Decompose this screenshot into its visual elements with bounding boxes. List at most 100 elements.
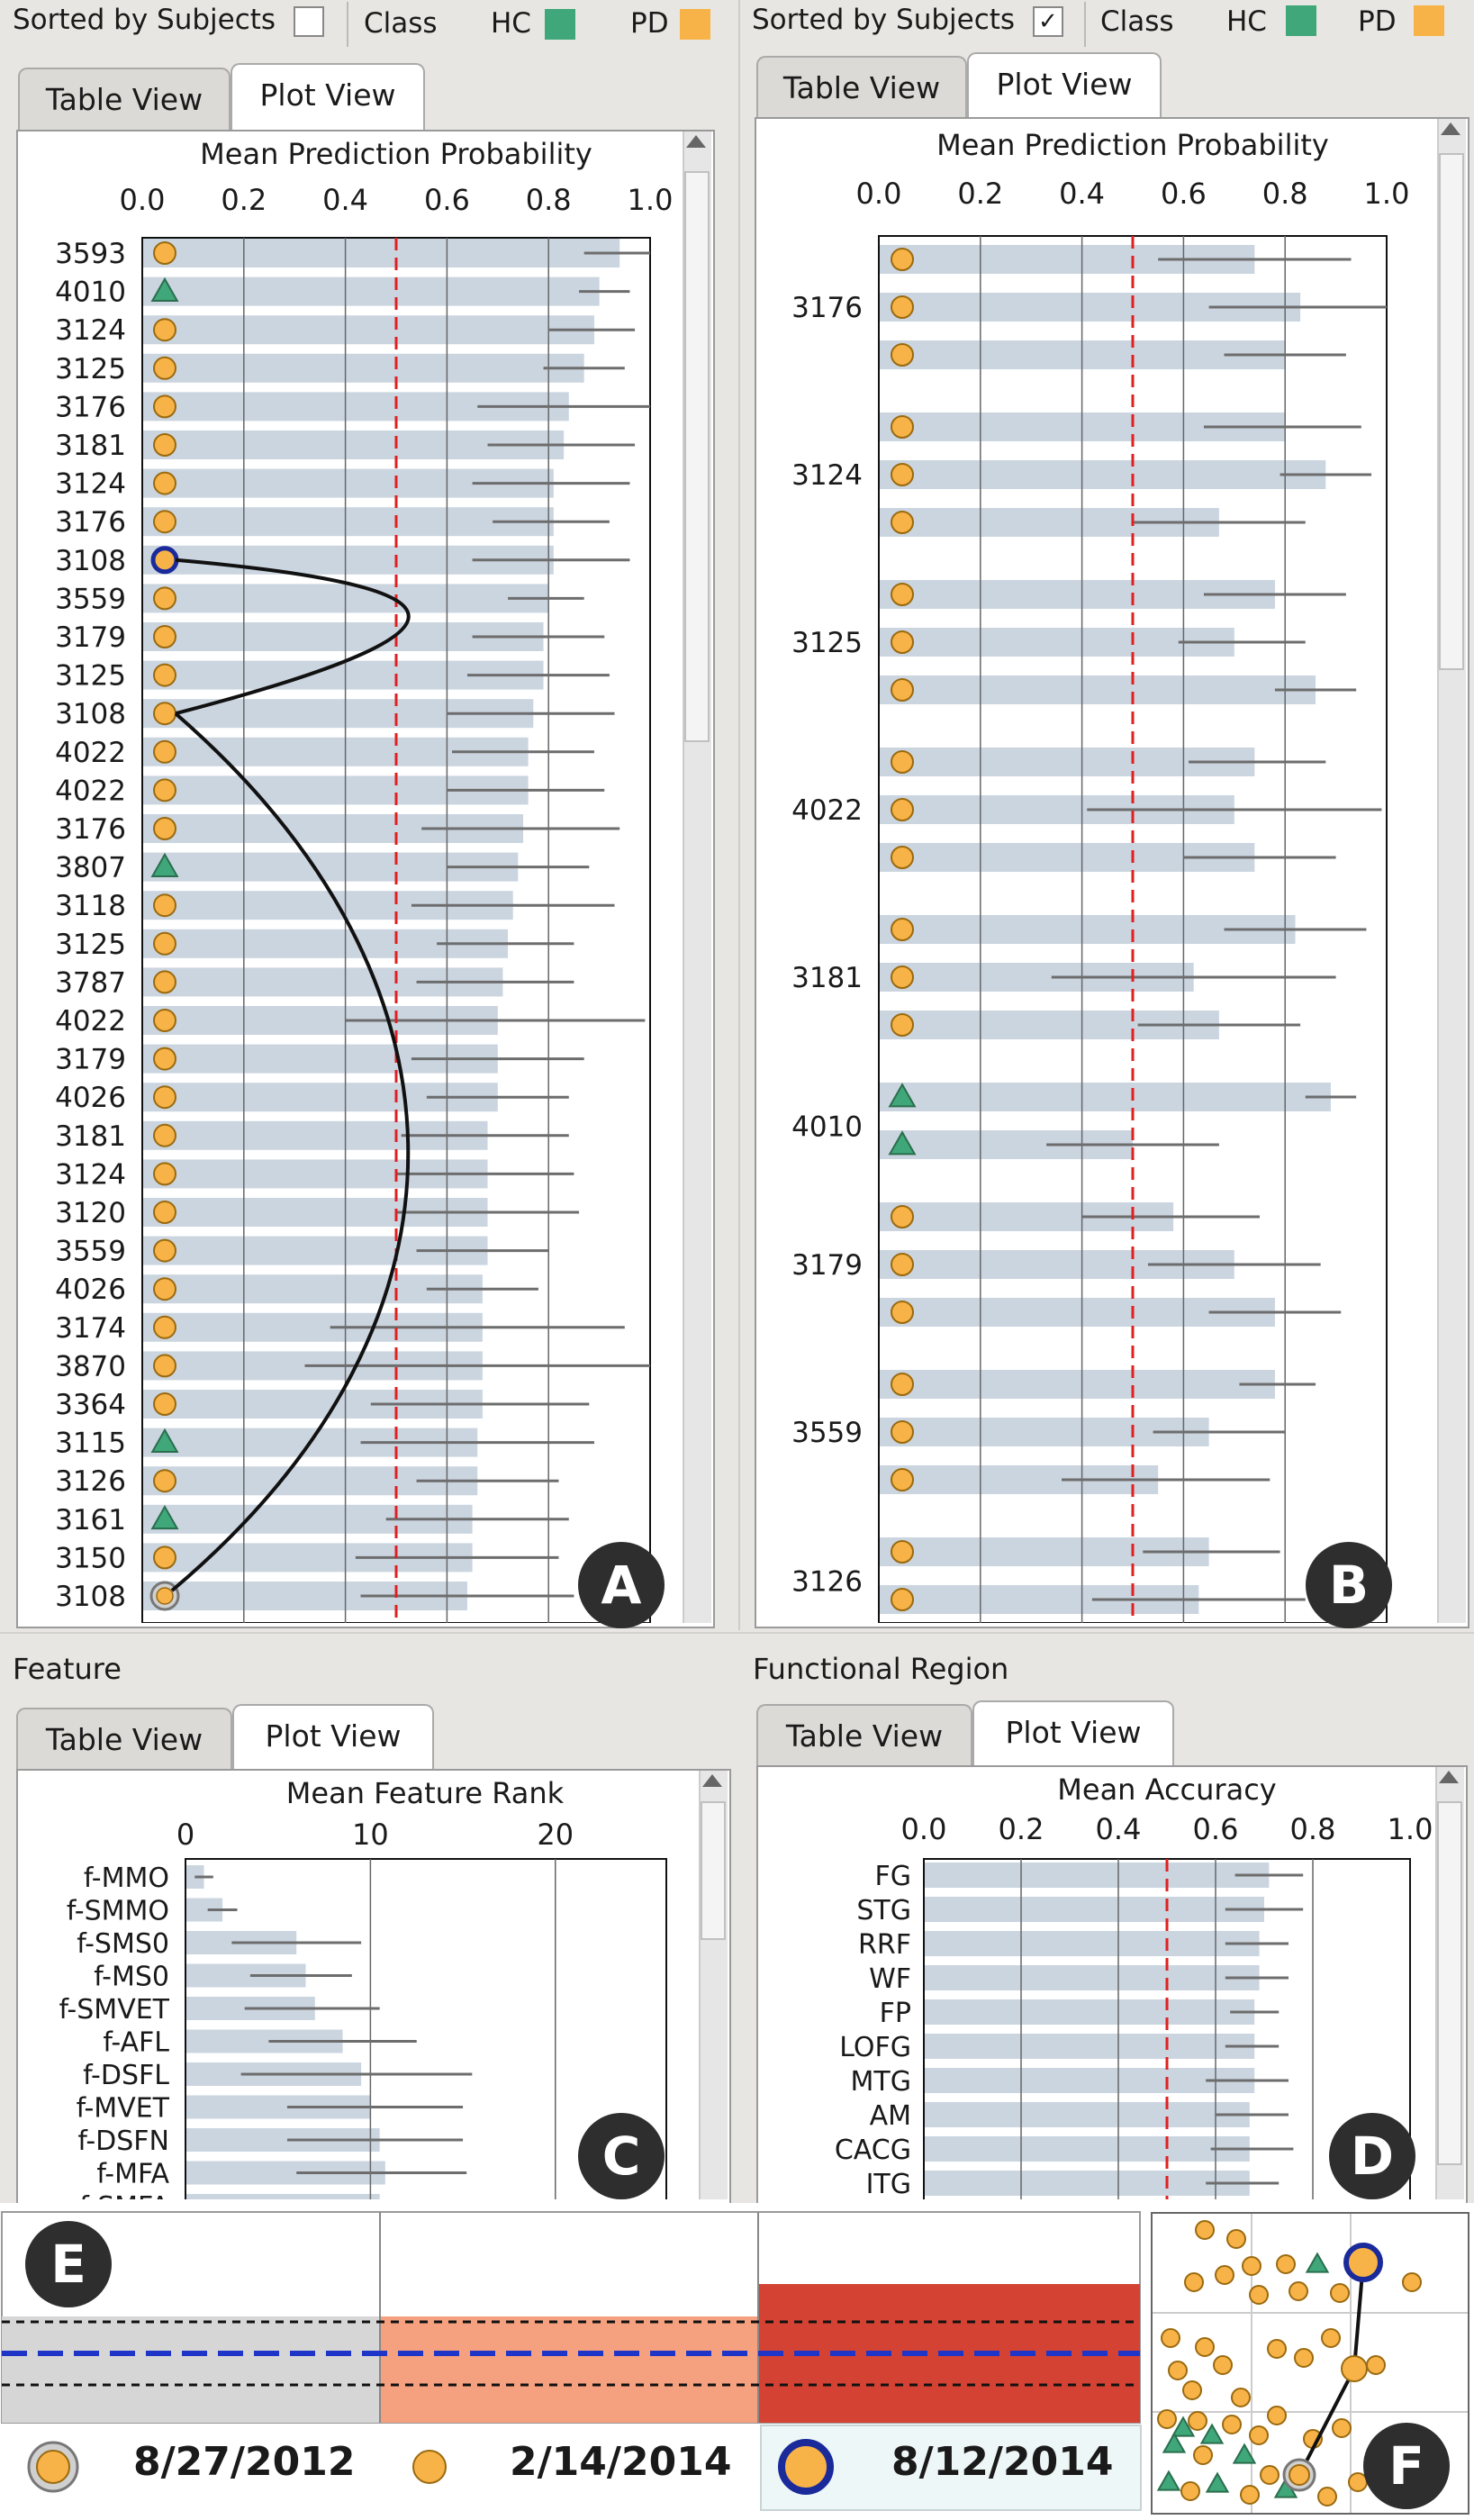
x-tick-label: 0.0 [120, 183, 166, 217]
feature-title: Feature [13, 1652, 122, 1686]
scroll-up-icon[interactable] [1439, 1771, 1459, 1783]
pd-marker [891, 1013, 914, 1037]
bar [924, 1965, 1260, 1990]
pd-marker [891, 1468, 914, 1491]
pd-marker [891, 343, 914, 367]
pd-marker [1267, 2339, 1287, 2359]
scrollbar-thumb[interactable] [701, 1801, 726, 1940]
badge-f: F [1363, 2423, 1450, 2509]
pd-marker [1188, 2411, 1207, 2431]
pd-marker [1180, 2481, 1200, 2501]
pd-marker [153, 1201, 176, 1224]
subject-label: 4026 [55, 1082, 126, 1114]
tab-table-view[interactable]: Table View [756, 1704, 972, 1767]
x-tick-label: 0.4 [1059, 177, 1105, 211]
hc-swatch [1286, 5, 1316, 36]
pd-marker [891, 798, 914, 821]
pd-marker [1184, 2272, 1204, 2292]
subject-label: 3120 [55, 1197, 126, 1229]
scroll-up-icon[interactable] [686, 135, 706, 148]
badge-d: D [1329, 2113, 1415, 2199]
date-marker-3-icon [778, 2439, 834, 2495]
x-tick-label: 10 [352, 1817, 389, 1852]
pd-marker [891, 511, 914, 534]
tab-plot-view[interactable]: Plot View [972, 1700, 1174, 1767]
pd-marker [891, 846, 914, 869]
badge-e: E [25, 2221, 112, 2307]
pd-marker [1249, 2285, 1269, 2305]
pd-marker [153, 1162, 176, 1186]
pd-marker [153, 471, 176, 495]
divider [1084, 2, 1086, 47]
pd-marker [891, 1420, 914, 1444]
pd-marker [1260, 2465, 1280, 2485]
pd-marker [891, 1373, 914, 1396]
x-tick-label: 1.0 [628, 183, 674, 217]
scrollbar-thumb[interactable] [684, 171, 710, 742]
pd-marker [153, 1085, 176, 1110]
pd-marker [153, 1277, 176, 1301]
bar [924, 2068, 1255, 2093]
badge-a: A [578, 1542, 665, 1628]
subject-label: 3559 [55, 583, 126, 615]
x-tick-label: 0.2 [957, 177, 1003, 211]
pd-legend-label: PD [630, 7, 669, 40]
bar [879, 675, 1316, 704]
group-label: 4010 [791, 1111, 863, 1144]
region-label: WF [869, 1963, 911, 1995]
tab-plot-view[interactable]: Plot View [232, 1704, 434, 1771]
x-tick-label: 1.0 [1364, 177, 1410, 211]
tab-table-view[interactable]: Table View [18, 68, 231, 131]
x-tick-label: 0.4 [322, 183, 368, 217]
x-tick-label: 0.8 [1262, 177, 1308, 211]
chart-b: Mean Prediction Probability 0.0 0.2 0.4 0.6 0… [791, 128, 1410, 1623]
tab-plot-view[interactable]: Plot View [967, 52, 1162, 119]
region-label: FG [874, 1861, 911, 1892]
pd-marker [1195, 2220, 1215, 2240]
bar [142, 315, 594, 345]
x-tick-label: 1.0 [1388, 1812, 1433, 1846]
feature-label: f-SMS0 [77, 1928, 169, 1960]
hc-marker [150, 1428, 179, 1453]
pd-marker [1240, 2485, 1260, 2505]
hc-marker [888, 1130, 917, 1156]
pd-marker [1332, 2418, 1352, 2438]
pd-marker [1242, 2256, 1261, 2276]
pd-marker [1222, 2415, 1242, 2434]
x-tick-label: 0.6 [424, 183, 470, 217]
scroll-up-icon[interactable] [702, 1774, 722, 1787]
subject-label: 3181 [55, 430, 126, 462]
bar [142, 239, 620, 267]
pd-marker [1289, 2281, 1308, 2301]
x-tick-label: 0.2 [221, 183, 267, 217]
group-label: 3559 [791, 1417, 863, 1449]
tab-table-view[interactable]: Table View [756, 56, 967, 119]
pd-marker [1168, 2361, 1188, 2380]
pd-marker [1193, 2445, 1213, 2465]
scrollbar-thumb[interactable] [1439, 153, 1464, 670]
hc-legend-label: HC [491, 7, 531, 40]
pd-marker [1317, 2487, 1337, 2506]
tab-plot-view[interactable]: Plot View [231, 63, 425, 131]
hc-marker [150, 276, 179, 302]
feature-label: f-SMVET [59, 1994, 170, 2026]
sort-checkbox-checked[interactable]: ✓ [1032, 5, 1063, 37]
scatter-point-2014a [1341, 2355, 1368, 2382]
date-marker-1-icon [27, 2441, 79, 2493]
subject-label: 4010 [55, 276, 126, 309]
scrollbar-thumb[interactable] [1437, 1801, 1462, 2165]
region-label: CACG [835, 2135, 911, 2166]
hc-marker [150, 1504, 179, 1530]
badge-b: B [1306, 1542, 1392, 1628]
pd-marker [153, 663, 176, 687]
pd-marker [891, 750, 914, 774]
bar [879, 1370, 1275, 1399]
date-label-3: 8/12/2014 [891, 2439, 1114, 2485]
sort-checkbox[interactable] [293, 5, 324, 37]
x-tick-label: 0.0 [901, 1812, 947, 1846]
subject-label: 3126 [55, 1465, 126, 1498]
scroll-up-icon[interactable] [1441, 122, 1460, 135]
pd-marker [153, 1546, 176, 1570]
hc-marker [888, 1083, 917, 1108]
tab-table-view[interactable]: Table View [16, 1708, 232, 1771]
